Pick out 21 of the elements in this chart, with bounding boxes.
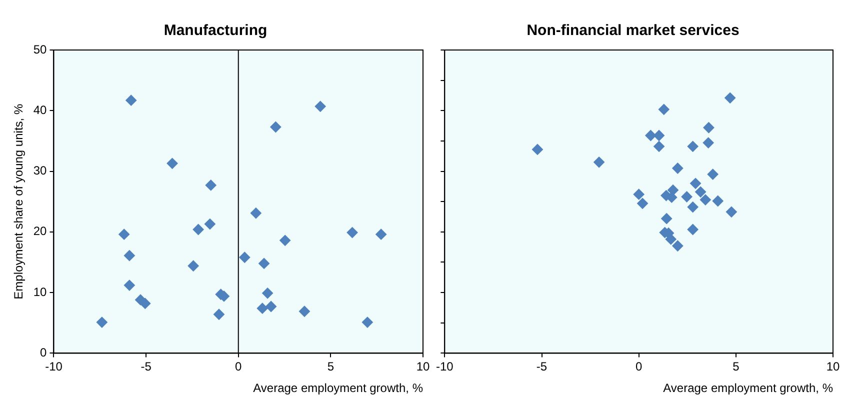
y-axis-title: Employment share of young units, % xyxy=(12,104,26,300)
x-axis-title: Average employment growth, % xyxy=(663,381,834,396)
y-tick-label: 30 xyxy=(33,164,48,178)
x-tick-label: 5 xyxy=(732,360,740,374)
y-tick-label: 0 xyxy=(40,346,48,360)
x-tick-label: 10 xyxy=(416,360,430,374)
x-tick-label: 0 xyxy=(635,360,642,374)
y-tick-label: 10 xyxy=(33,284,48,299)
x-tick-label: 10 xyxy=(826,360,840,374)
x-tick-label: -10 xyxy=(45,360,63,374)
x-tick-label: 5 xyxy=(327,360,334,374)
chart-title: Non-financial market services xyxy=(526,22,740,40)
y-tick-label: 40 xyxy=(33,102,48,117)
x-tick-label: 0 xyxy=(235,360,242,374)
y-tick-label: 50 xyxy=(33,42,48,56)
x-tick-label: -5 xyxy=(140,360,152,374)
chart-title: Manufacturing xyxy=(164,22,268,40)
x-tick-label: -10 xyxy=(436,360,454,374)
x-tick-label: -5 xyxy=(536,360,548,374)
y-tick-label: 20 xyxy=(33,224,48,238)
x-axis-title: Average employment growth, % xyxy=(253,381,424,396)
